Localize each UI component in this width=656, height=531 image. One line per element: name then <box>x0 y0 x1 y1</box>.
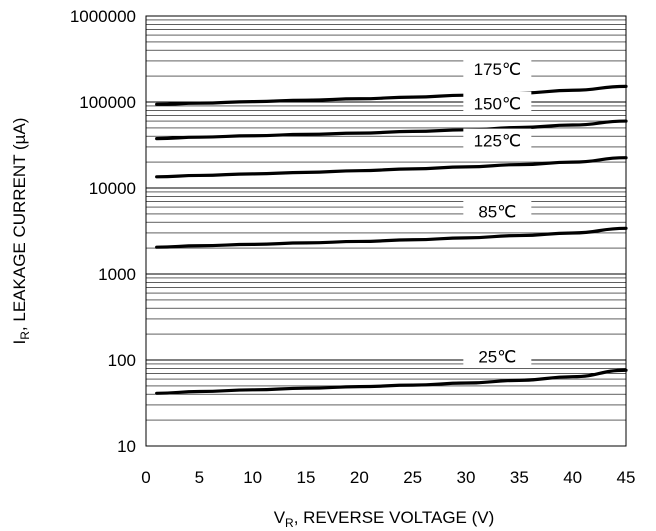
x-tick-label: 10 <box>243 468 262 487</box>
series-lines <box>155 84 628 395</box>
series-label-bg <box>463 199 532 222</box>
series-line <box>155 84 628 106</box>
x-axis-title: VR, REVERSE VOLTAGE (V) <box>274 508 495 530</box>
series-label-bg <box>463 128 532 151</box>
x-tick-label: 25 <box>403 468 422 487</box>
series-label: 150℃ <box>474 95 521 114</box>
y-tick-label: 10000 <box>89 179 136 198</box>
x-tick-labels: 0 5 10 15 20 25 30 35 40 45 <box>141 468 635 487</box>
series-label: 25℃ <box>478 347 516 366</box>
x-tick-label: 35 <box>510 468 529 487</box>
series-label-bg <box>463 344 532 367</box>
x-tick-label: 30 <box>457 468 476 487</box>
x-tick-label: 5 <box>195 468 204 487</box>
y-tick-labels: 10 100 1000 10000 100000 1000000 <box>70 7 136 456</box>
grid <box>146 19 626 447</box>
x-tick-label: 45 <box>617 468 636 487</box>
series-line <box>155 368 628 395</box>
series-label-bg <box>463 57 532 80</box>
series-label: 85℃ <box>478 203 516 222</box>
y-tick-label: 10 <box>117 437 136 456</box>
x-tick-label: 40 <box>563 468 582 487</box>
x-tick-label: 0 <box>141 468 150 487</box>
y-axis-title: IR, LEAKAGE CURRENT (µA) <box>10 118 32 345</box>
y-tick-label: 100000 <box>79 93 136 112</box>
series-label-bg <box>463 91 532 114</box>
series-line <box>155 119 628 141</box>
x-tick-label: 20 <box>350 468 369 487</box>
plot-frame <box>145 15 627 447</box>
series-label: 125℃ <box>474 132 521 151</box>
series-label: 175℃ <box>474 60 521 79</box>
y-tick-label: 1000 <box>98 265 136 284</box>
y-tick-label: 100 <box>108 351 136 370</box>
series-line <box>155 226 628 249</box>
series-line <box>155 156 628 179</box>
y-tick-label: 1000000 <box>70 7 136 26</box>
x-tick-label: 15 <box>297 468 316 487</box>
series-labels: 175℃ 150℃ 125℃ 85℃ 25℃ <box>463 57 532 367</box>
